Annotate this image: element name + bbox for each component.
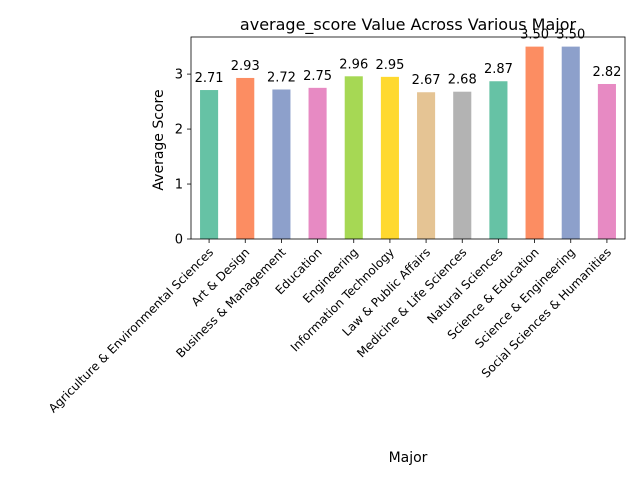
y-tick-label: 3 [175, 68, 183, 83]
bar [561, 46, 580, 239]
bars-layer [200, 46, 616, 240]
bar-value-label: 2.71 [195, 71, 224, 86]
bar-value-label: 2.72 [267, 70, 296, 85]
value-labels-layer: 2.71 2.93 2.72 2.75 2.96 2.95 2.67 2.68 2.87 3.50… [195, 28, 622, 89]
bar-value-label: 2.75 [303, 69, 332, 84]
y-tick-label: 1 [175, 178, 183, 193]
bar-value-label: 2.67 [412, 73, 441, 88]
bar [489, 81, 508, 239]
bar-value-label: 2.95 [375, 58, 404, 73]
bar [272, 89, 291, 239]
bar-value-label: 2.96 [339, 57, 368, 72]
bar-value-label: 2.87 [484, 62, 513, 77]
x-axis-label: Major [389, 450, 428, 466]
bar [380, 76, 399, 239]
bar [308, 87, 327, 239]
bar [236, 77, 255, 239]
bar [453, 91, 472, 239]
y-axis-label: Average Score [151, 89, 167, 190]
bar-value-label: 3.50 [556, 28, 585, 43]
bar-value-label: 2.68 [448, 73, 477, 88]
bar [417, 92, 436, 239]
bar-value-label: 3.50 [520, 28, 549, 43]
y-tick-label: 2 [175, 123, 183, 138]
bar [344, 76, 363, 239]
y-tick-label: 0 [175, 233, 183, 248]
bar-value-label: 2.93 [231, 59, 260, 74]
bar [597, 83, 616, 240]
x-tick-label: Agriculture & Environmental Sciences [46, 245, 216, 415]
bar [200, 90, 219, 239]
bar-value-label: 2.82 [592, 65, 621, 80]
bar [525, 46, 544, 239]
chart-title: average_score Value Across Various Major [240, 15, 577, 35]
plot-frame [190, 36, 626, 240]
